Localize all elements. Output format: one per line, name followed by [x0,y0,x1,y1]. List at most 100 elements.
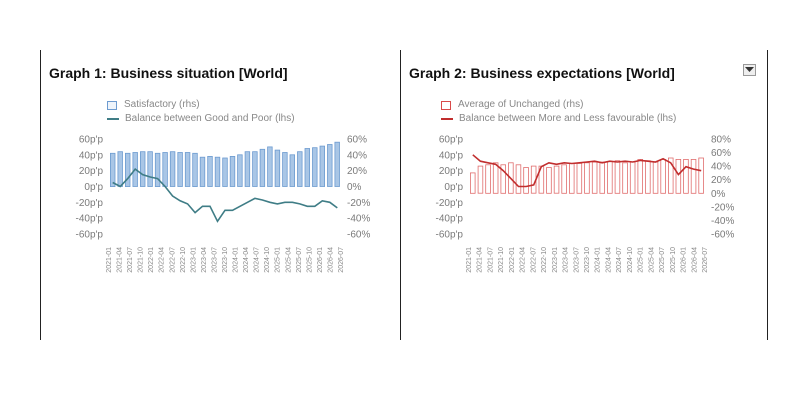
x-tick-label: 2023-01 [552,247,559,273]
bar [327,144,333,187]
x-tick-label: 2023-01 [190,247,197,273]
x-tick-label: 2025-01 [638,247,645,273]
bar [267,146,273,187]
x-tick-label: 2021-10 [498,247,505,273]
bar [675,158,682,194]
bar [698,157,704,194]
x-tick-label: 2026-07 [338,247,345,273]
bar [660,158,666,194]
bar [470,172,476,194]
chart-plot-business-situation: 60p'p 40p'p 20p'p 0p'p -20p'p -40p'p -60p'p 60%… [76,135,371,273]
bar [690,158,697,194]
x-tick-label: 2023-07 [212,247,219,273]
bar [162,152,168,187]
bar [297,151,303,187]
x-tick-label: 2022-10 [180,247,187,273]
x-tick-label: 2024-07 [616,247,623,273]
y-right-tick-label: -40% [347,214,370,225]
x-tick-label: 2026-04 [328,247,335,273]
line-swatch [441,118,453,120]
bar [584,162,590,194]
y-left-tick-label: 20p'p [79,166,104,177]
bar [561,164,567,194]
bar-swatch [441,100,451,110]
bar-swatch [107,100,117,110]
bar [289,154,295,187]
x-tick-label: 2022-01 [148,247,155,273]
y-left-tick-label: 20p'p [439,166,464,177]
y-right-tick-label: 20% [711,175,731,186]
y-right-tick-label: 40% [711,162,731,173]
y-left-tick-label: -60p'p [436,230,464,241]
x-tick-label: 2024-04 [606,247,613,273]
y-right-tick-label: 60% [711,148,731,159]
chart-title: Graph 1: Business situation [World] [49,65,288,81]
bar [237,154,243,187]
bar [546,167,552,194]
x-tick-label: 2022-07 [169,247,176,273]
x-tick-label: 2023-10 [584,247,591,273]
bar [140,151,146,187]
x-tick-label: 2025-04 [648,247,655,273]
y-right-tick-label: 0% [347,182,362,193]
bar [199,156,206,187]
bar [599,161,605,194]
bar [214,156,221,187]
y-left-tick-label: 0p'p [444,182,463,193]
bar [576,162,583,194]
bar [591,161,598,194]
x-tick-label: 2024-04 [243,247,250,273]
x-tick-label: 2024-01 [595,247,602,273]
bar [110,152,116,187]
bar [645,160,651,194]
bar [244,151,251,187]
bar [252,151,258,187]
chart-menu-button[interactable] [743,64,756,76]
bar [523,167,529,194]
x-tick-label: 2022-04 [520,247,527,273]
x-tick-label: 2022-07 [530,247,537,273]
bar [652,161,659,194]
legend-item-unchanged: Average of Unchanged (rhs) [441,98,676,112]
x-tick-label: 2026-01 [681,247,688,273]
chart-title: Graph 2: Business expectations [World] [409,65,675,81]
legend-label: Balance between Good and Poor (lhs) [125,113,295,124]
x-tick-label: 2021-10 [138,247,145,273]
y-right-tick-label: -40% [711,216,734,227]
x-tick-label: 2025-04 [285,247,292,273]
y-right-tick-label: 0% [711,189,726,200]
y-right-tick-label: 60% [347,135,367,146]
y-right-tick-label: 80% [711,135,731,146]
bar [607,160,613,194]
bar [207,155,213,187]
chart-legend: Satisfactory (rhs) Balance between Good … [107,98,295,126]
y-right-tick-label: -60% [347,230,370,241]
legend-label: Satisfactory (rhs) [124,99,200,110]
bar [637,158,643,194]
x-tick-label: 2024-10 [627,247,634,273]
bar [312,147,318,187]
x-tick-label: 2023-10 [222,247,229,273]
x-tick-label: 2021-04 [117,247,124,273]
bar [319,145,325,187]
x-tick-label: 2021-07 [127,247,134,273]
bar [683,158,689,194]
x-tick-label: 2025-10 [306,247,313,273]
bar [304,148,310,187]
bar [622,162,628,194]
bar [515,164,522,194]
y-left-tick-label: 40p'p [439,150,464,161]
x-tick-label: 2024-01 [233,247,240,273]
x-tick-label: 2026-01 [317,247,324,273]
y-left-tick-label: 60p'p [439,135,464,146]
x-tick-label: 2026-07 [702,247,709,273]
chart-panel-business-situation: Graph 1: Business situation [World] Sati… [40,50,397,340]
chevron-down-icon [745,67,754,72]
y-right-tick-label: -20% [711,202,734,213]
series-line [472,154,702,188]
x-tick-label: 2025-07 [296,247,303,273]
legend-item-satisfactory: Satisfactory (rhs) [107,98,295,112]
bar [229,155,236,187]
bar [117,151,123,187]
chart-legend: Average of Unchanged (rhs) Balance betwe… [441,98,676,126]
